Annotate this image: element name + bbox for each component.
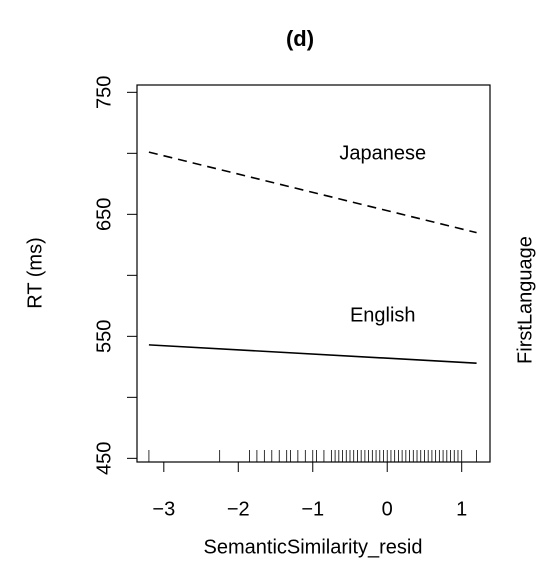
- series-label: Japanese: [339, 143, 426, 165]
- x-axis-label: SemanticSimilarity_resid: [204, 536, 423, 558]
- series-line: [148, 344, 477, 364]
- x-tick-label: 0: [382, 498, 393, 520]
- x-tick-label: −2: [227, 498, 250, 520]
- y-tick-label: 550: [93, 320, 115, 353]
- x-tick-label: −3: [152, 498, 175, 520]
- y-axis-label: RT (ms): [24, 237, 46, 308]
- y-tick-label: 750: [93, 76, 115, 109]
- x-tick-label: −1: [301, 498, 324, 520]
- right-label: FirstLanguage: [514, 236, 536, 364]
- series-line: [148, 151, 477, 234]
- y-tick-label: 450: [93, 442, 115, 475]
- y-tick-label: 650: [93, 198, 115, 231]
- x-tick-label: 1: [456, 498, 467, 520]
- plot-frame: [136, 84, 491, 463]
- series-label: English: [350, 304, 416, 326]
- chart-title: (d): [286, 26, 314, 51]
